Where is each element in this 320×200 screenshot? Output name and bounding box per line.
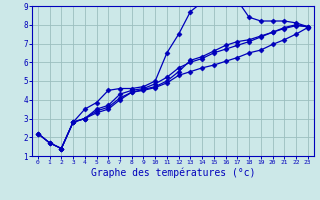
- X-axis label: Graphe des températures (°c): Graphe des températures (°c): [91, 168, 255, 178]
